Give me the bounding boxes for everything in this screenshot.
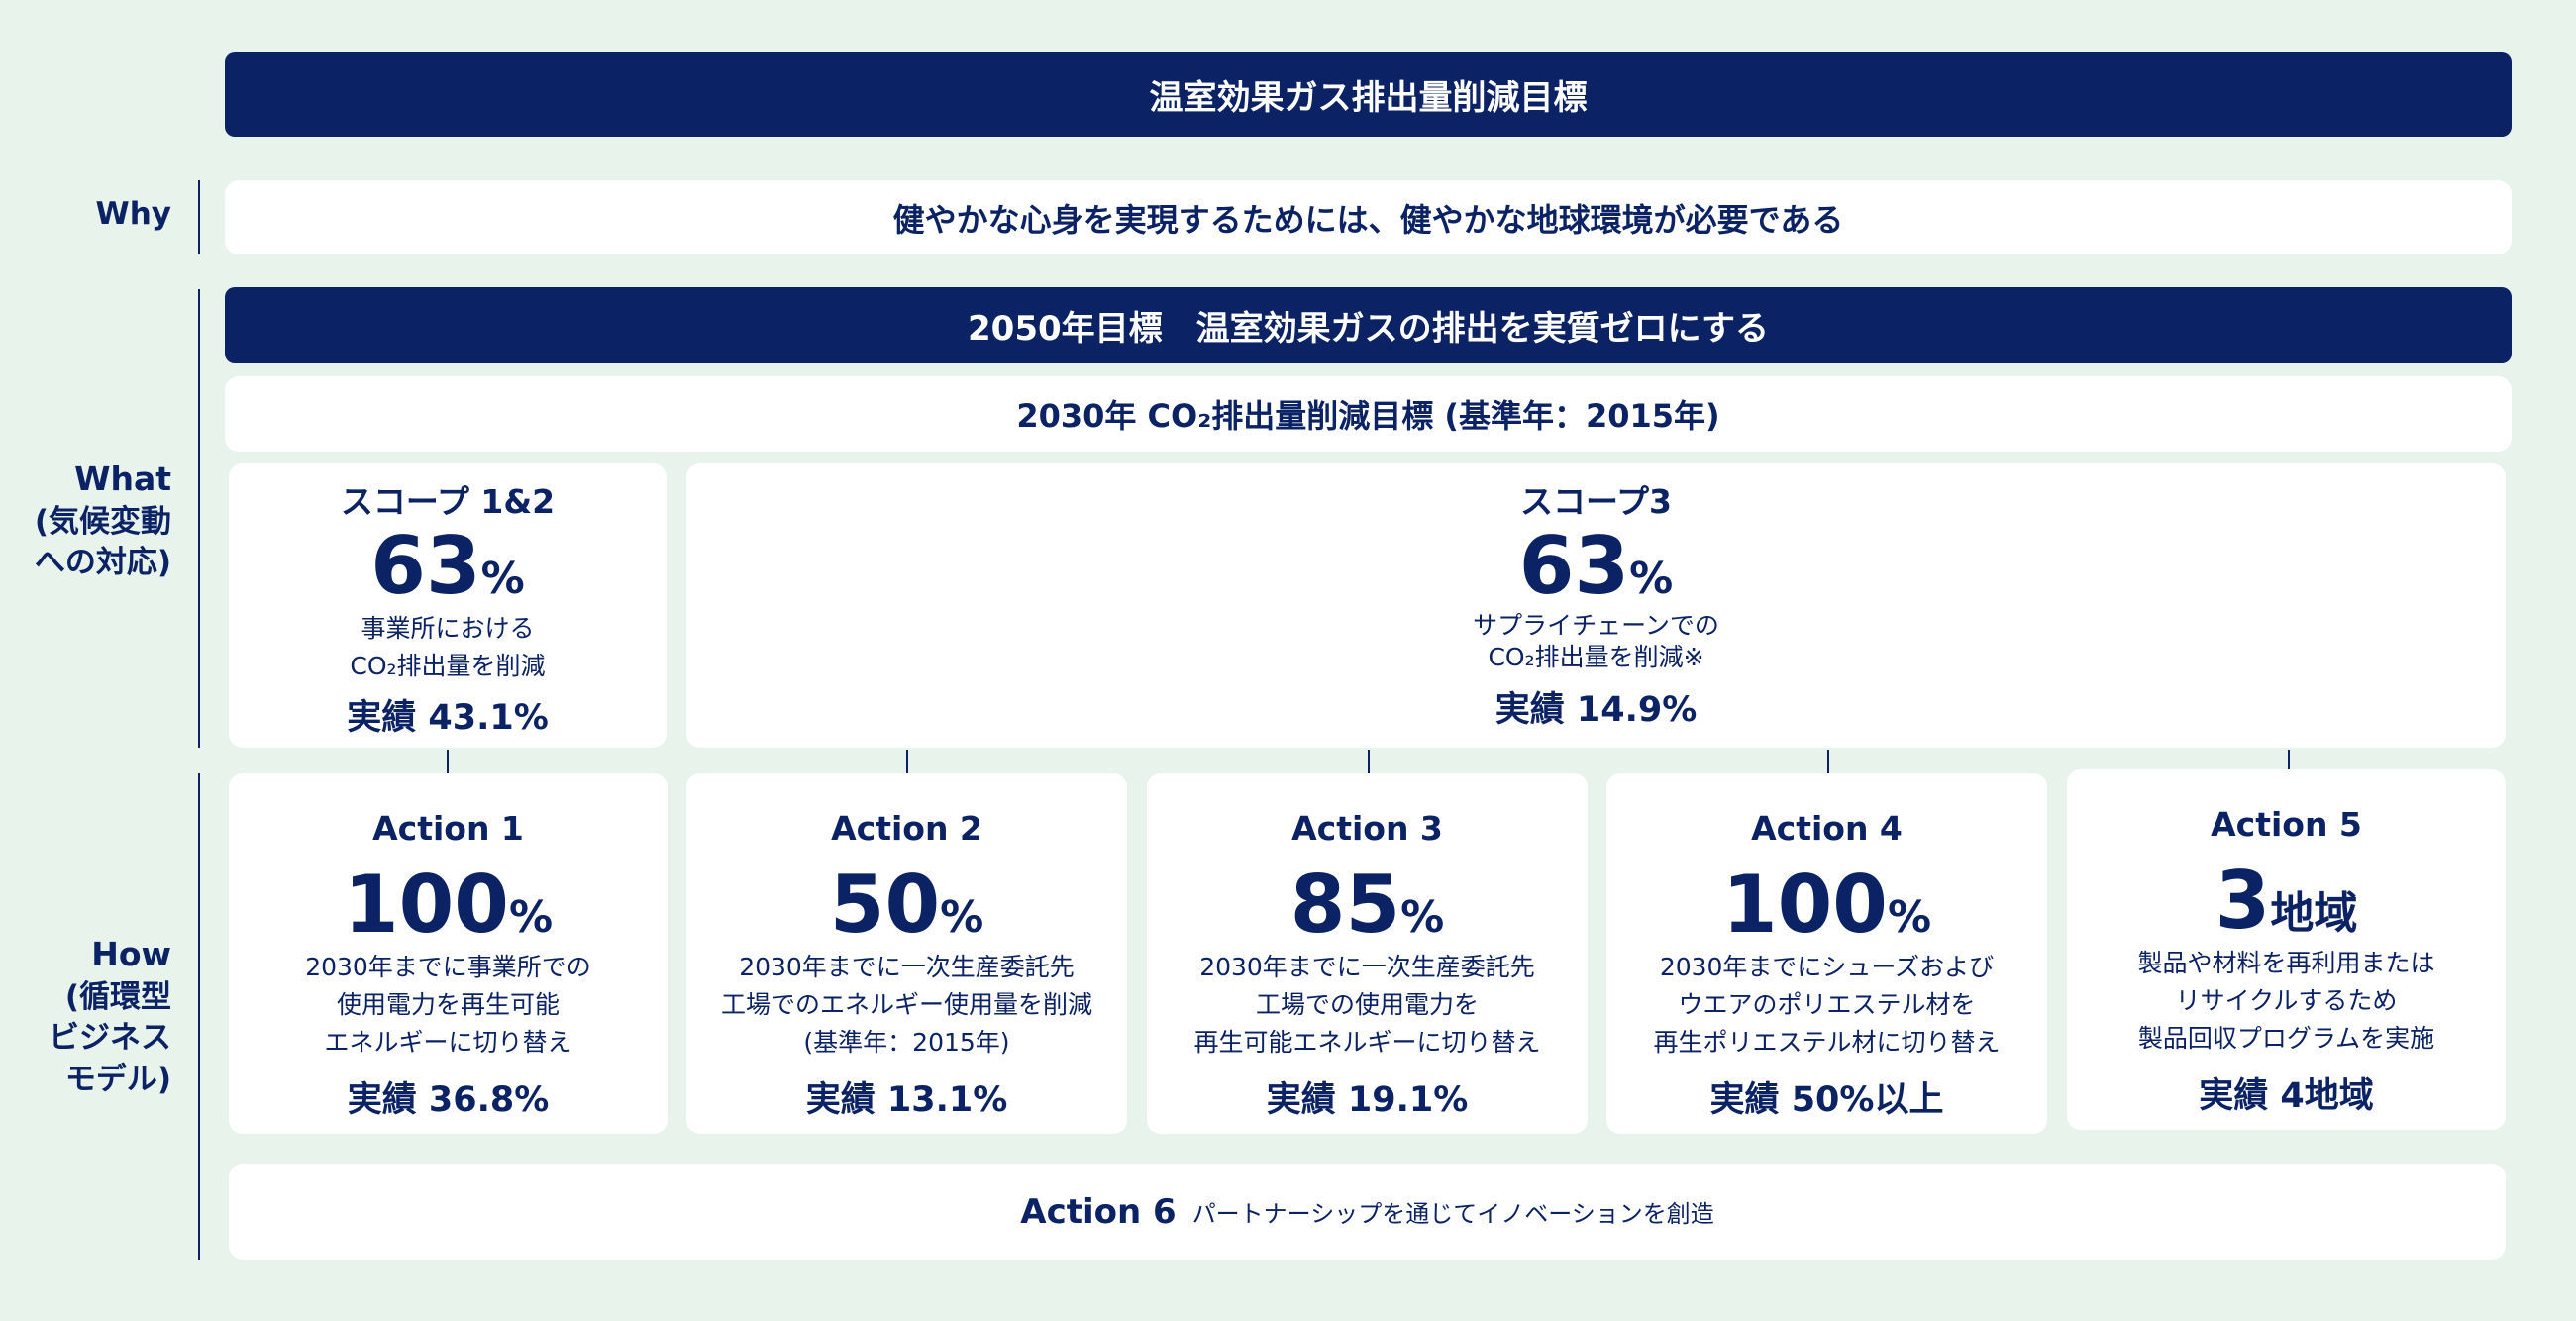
action-title: Action 5 <box>2211 805 2362 844</box>
action-desc: (基準年：2015年) <box>803 1028 1010 1057</box>
connector <box>1368 750 1370 773</box>
action-result: 実績 4地域 <box>2199 1076 2374 1116</box>
action-desc: 2030年までに事業所での <box>305 953 591 981</box>
what-sub: への対応) <box>34 545 171 581</box>
scope-desc: サプライチェーンでの <box>1473 611 1719 640</box>
action-desc: 再生可能エネルギーに切り替え <box>1193 1028 1541 1057</box>
action-desc: 製品や材料を再利用または <box>2137 949 2435 977</box>
action-card: Action 1 100% 2030年までに事業所での 使用電力を再生可能 エネルギー… <box>229 773 668 1134</box>
action-6-title: Action 6 <box>1020 1191 1177 1232</box>
scope-desc: 事業所における <box>361 614 535 643</box>
why-label: Why <box>95 196 171 232</box>
action-desc: 使用電力を再生可能 <box>336 990 560 1019</box>
scope-title: スコープ 1&2 <box>340 482 556 521</box>
scope-3-card: スコープ3 63% サプライチェーンでの CO₂排出量を削減※ 実績 14.9% <box>686 463 2506 748</box>
action-target: 100% <box>1721 859 1932 951</box>
what-sub: (気候変動 <box>34 503 171 540</box>
connector <box>447 750 449 773</box>
how-sub: ビジネス <box>49 1020 171 1057</box>
action-desc: 製品回収プログラムを実施 <box>2137 1024 2435 1053</box>
action-title: Action 2 <box>831 809 982 848</box>
connector <box>2288 750 2290 769</box>
why-box: 健やかな心身を実現するためには、健やかな地球環境が必要である <box>225 180 2512 254</box>
scope-desc: CO₂排出量を削減※ <box>1488 643 1704 671</box>
action-desc: 再生ポリエステル材に切り替え <box>1653 1028 2001 1057</box>
goal-2050-text: 2050年目標 温室効果ガスの排出を実質ゼロにする <box>968 309 1769 349</box>
action-target: 50% <box>829 859 984 951</box>
scope-result: 実績 14.9% <box>1494 690 1698 730</box>
scope-title: スコープ3 <box>1520 482 1672 521</box>
scope-result: 実績 43.1% <box>347 698 549 738</box>
page-title: 温室効果ガス排出量削減目標 <box>1149 78 1588 118</box>
action-target: 3地域 <box>2215 855 2358 947</box>
why-text: 健やかな心身を実現するためには、健やかな地球環境が必要である <box>892 200 1844 239</box>
action-title: Action 1 <box>372 809 524 848</box>
scope-1-2-card: スコープ 1&2 63% 事業所における CO₂排出量を削減 実績 43.1% <box>229 463 667 748</box>
action-desc: リサイクルするため <box>2175 986 2398 1015</box>
how-sub: (循環型 <box>64 978 171 1015</box>
how-label: How (循環型 ビジネス モデル) <box>49 933 171 1101</box>
how-divider <box>198 773 200 1260</box>
how-title: How <box>91 935 171 973</box>
what-label: What (気候変動 への対応) <box>35 457 171 584</box>
action-desc: エネルギーに切り替え <box>324 1028 572 1057</box>
scope-target: 63% <box>370 520 525 612</box>
why-divider <box>198 180 200 254</box>
action-result: 実績 13.1% <box>805 1080 1008 1120</box>
action-desc: 工場での使用電力を <box>1255 990 1479 1019</box>
action-result: 実績 50%以上 <box>1709 1080 1944 1120</box>
action-card: Action 5 3地域 製品や材料を再利用または リサイクルするため製品回収プログ… <box>2067 769 2506 1130</box>
scope-desc: CO₂排出量を削減 <box>350 652 546 680</box>
action-6-box: Action 6 パートナーシップを通じてイノベーションを創造 <box>229 1164 2506 1260</box>
action-target: 85% <box>1289 859 1445 951</box>
page-title-bar: 温室効果ガス排出量削減目標 <box>225 52 2512 137</box>
action-card: Action 3 85% 2030年までに一次生産委託先 工場での使用電力を再生可能… <box>1147 773 1588 1134</box>
action-result: 実績 19.1% <box>1266 1080 1469 1120</box>
action-6-desc: パートナーシップを通じてイノベーションを創造 <box>1191 1200 1714 1228</box>
action-card: Action 2 50% 2030年までに一次生産委託先 工場でのエネルギー使用量を… <box>686 773 1127 1134</box>
action-desc: 2030年までに一次生産委託先 <box>1199 953 1535 981</box>
action-desc: 2030年までに一次生産委託先 <box>739 953 1075 981</box>
scope-target: 63% <box>1518 520 1674 612</box>
connector <box>1827 750 1829 773</box>
goal-2050-bar: 2050年目標 温室効果ガスの排出を実質ゼロにする <box>225 287 2512 363</box>
how-sub: モデル) <box>64 1062 171 1098</box>
goal-2030-text: 2030年 CO₂排出量削減目標 (基準年：2015年) <box>1016 397 1720 435</box>
action-desc: 工場でのエネルギー使用量を削減 <box>720 990 1092 1019</box>
action-result: 実績 36.8% <box>347 1080 550 1120</box>
what-title: What <box>74 459 171 498</box>
action-title: Action 3 <box>1291 809 1443 848</box>
action-title: Action 4 <box>1751 809 1903 848</box>
goal-2030-box: 2030年 CO₂排出量削減目標 (基準年：2015年) <box>225 376 2512 452</box>
connector <box>906 750 908 773</box>
action-card: Action 4 100% 2030年までにシューズおよび ウエアのポリエステル材を… <box>1606 773 2047 1134</box>
what-divider <box>198 289 200 748</box>
action-desc: 2030年までにシューズおよび <box>1659 953 1995 981</box>
action-desc: ウエアのポリエステル材を <box>1678 990 1976 1019</box>
action-target: 100% <box>343 859 554 951</box>
